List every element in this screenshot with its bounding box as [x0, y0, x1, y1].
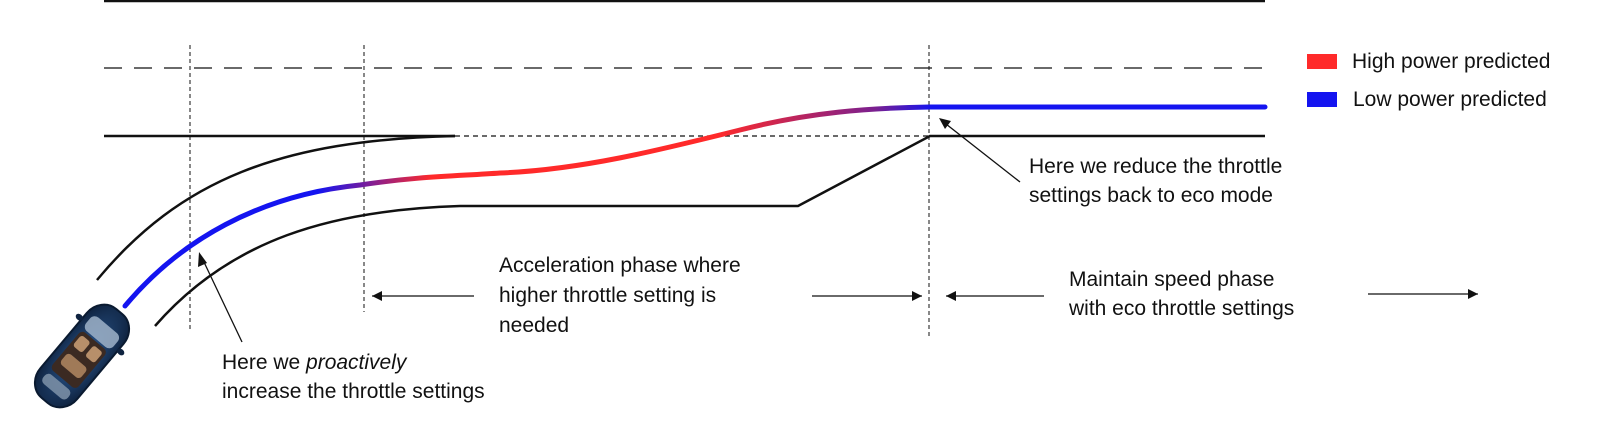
annotation-text: settings back to eco mode: [1029, 184, 1273, 207]
annotation-text-prefix: Here we: [222, 351, 306, 374]
legend-swatch-high-power: [1307, 54, 1337, 69]
car-icon: [33, 303, 131, 409]
car-seat: [73, 335, 90, 352]
lane-upper-curve: [96, 134, 456, 281]
annotation-pointer-line: [202, 259, 243, 343]
car-seat: [86, 346, 102, 363]
annotation-text: Here we reduce the throttle: [1029, 155, 1282, 178]
arrow-left-icon: [372, 291, 382, 301]
car-cabin: [51, 331, 106, 388]
vehicle-path-power-gradient: [122, 104, 1268, 309]
lane-lower-curve: [154, 134, 1265, 327]
car-seat: [60, 353, 87, 379]
car-windshield: [84, 316, 120, 349]
car-mirror: [117, 348, 125, 356]
car-mirror: [75, 313, 83, 321]
annotation-reduce: Here we reduce the throttle settings bac…: [939, 118, 1282, 207]
legend-label-high-power: High power predicted: [1352, 50, 1550, 73]
phase-label-maintain: Maintain speed phase with eco throttle s…: [946, 268, 1478, 320]
phase-text: higher throttle setting is: [499, 284, 716, 307]
legend-label-low-power: Low power predicted: [1353, 88, 1547, 111]
annotation-text-emphasis: proactively: [305, 351, 408, 374]
arrow-right-icon: [1468, 289, 1478, 299]
car-rear-window: [42, 373, 71, 400]
phase-label-acceleration: Acceleration phase where higher throttle…: [372, 254, 922, 337]
legend: High power predicted Low power predicted: [1307, 50, 1550, 111]
phase-text: Maintain speed phase: [1069, 268, 1274, 291]
annotation-proactive: Here we proactively increase the throttl…: [198, 252, 485, 403]
phase-text: needed: [499, 314, 569, 337]
annotation-text: Here we proactively: [222, 351, 408, 374]
phase-text: Acceleration phase where: [499, 254, 741, 277]
arrowhead-icon: [198, 252, 207, 267]
arrow-left-icon: [946, 291, 956, 301]
phase-text: with eco throttle settings: [1068, 297, 1294, 320]
arrowhead-icon: [939, 118, 951, 129]
arrow-right-icon: [912, 291, 922, 301]
annotation-text: increase the throttle settings: [222, 380, 485, 403]
annotation-pointer-line: [945, 123, 1021, 183]
legend-swatch-low-power: [1307, 92, 1337, 107]
